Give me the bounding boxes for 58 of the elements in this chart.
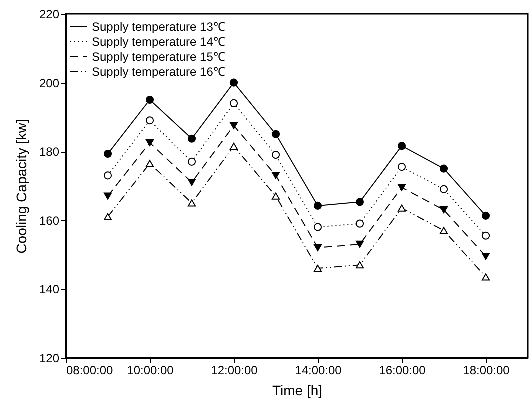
point (230, 78, 238, 87)
point (356, 198, 364, 206)
point (272, 130, 280, 138)
legend-label: Supply temperature 13℃ (92, 20, 226, 34)
point (146, 116, 154, 125)
point (356, 262, 364, 269)
point (398, 184, 406, 192)
legend-label: Supply temperature 15℃ (92, 50, 226, 64)
point (272, 151, 280, 160)
point (188, 200, 196, 207)
point (272, 172, 280, 180)
point (398, 142, 406, 150)
point (230, 122, 238, 130)
point (230, 99, 238, 108)
point (482, 212, 490, 220)
point (314, 223, 322, 232)
point (398, 204, 406, 212)
x-tick-label: 08:00:00 (66, 364, 114, 378)
x-tick-label: 10:00:00 (127, 364, 174, 378)
x-tick-label: 18:00:00 (463, 364, 510, 378)
point (272, 192, 280, 200)
point (314, 244, 322, 252)
point (188, 158, 196, 166)
point (482, 274, 490, 281)
point (188, 179, 196, 186)
point (104, 213, 112, 221)
y-tick-label: 160 (39, 214, 60, 228)
point (314, 265, 322, 272)
y-tick-label: 140 (39, 282, 60, 297)
point (104, 150, 112, 158)
point (356, 240, 364, 248)
point (314, 202, 322, 210)
y-tick-label: 120 (39, 352, 60, 366)
y-axis-title: Cooling Capacity [kw] (13, 119, 30, 254)
y-tick-label: 220 (39, 8, 60, 22)
point (440, 227, 448, 234)
x-axis-title: Time [h] (272, 382, 323, 398)
point (188, 134, 196, 143)
point (440, 185, 448, 194)
point (146, 160, 154, 168)
point (104, 192, 112, 200)
point (440, 164, 448, 173)
point (230, 142, 238, 150)
point (104, 172, 112, 180)
point (356, 220, 364, 228)
point (482, 252, 490, 260)
y-tick-label: 200 (39, 76, 60, 90)
point (146, 139, 154, 147)
y-tick-label: 180 (39, 145, 60, 160)
x-tick-label: 12:00:00 (211, 364, 258, 378)
x-tick-label: 16:00:00 (379, 364, 426, 378)
x-tick-label: 14:00:00 (295, 364, 342, 378)
point (398, 163, 406, 172)
point (146, 96, 154, 104)
point (440, 206, 448, 214)
legend-label: Supply temperature 14℃ (92, 35, 226, 49)
point (482, 232, 490, 240)
legend-label: Supply temperature 16℃ (92, 65, 226, 79)
